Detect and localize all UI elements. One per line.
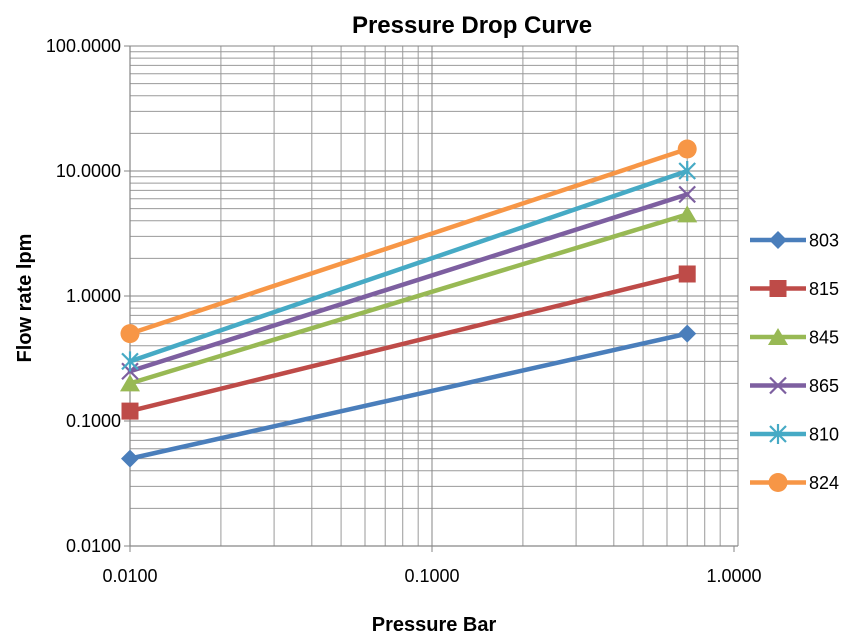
legend-label: 803 bbox=[809, 231, 839, 251]
series-line-810 bbox=[127, 168, 690, 364]
y-tick-label: 0.1000 bbox=[66, 411, 121, 431]
legend-label: 810 bbox=[809, 425, 839, 445]
data-point-845 bbox=[677, 205, 698, 223]
series-824 bbox=[120, 139, 697, 344]
series-810 bbox=[121, 161, 696, 372]
series-line-803 bbox=[127, 331, 690, 461]
legend-label: 845 bbox=[809, 328, 839, 348]
y-tick-label: 0.0100 bbox=[66, 536, 121, 556]
legend-marker-803 bbox=[769, 231, 787, 249]
y-tick-label: 10.0000 bbox=[56, 161, 121, 181]
y-tick-label: 1.0000 bbox=[66, 286, 121, 306]
legend-label: 815 bbox=[809, 279, 839, 299]
x-tick-labels: 0.0100 0.1000 1.0000 bbox=[102, 566, 761, 586]
legend: 803 815 845 865 810 824 bbox=[750, 231, 839, 493]
legend-item-824: 824 bbox=[750, 473, 839, 493]
legend-item-845: 845 bbox=[750, 328, 839, 348]
data-point-845 bbox=[120, 374, 140, 392]
data-point-815 bbox=[678, 265, 696, 283]
series-lines bbox=[120, 139, 698, 468]
y-tick-labels: 0.0100 0.1000 1.0000 10.0000 100.0000 bbox=[46, 36, 121, 556]
data-point-803 bbox=[121, 449, 139, 468]
legend-marker-865 bbox=[769, 376, 787, 395]
legend-item-803: 803 bbox=[750, 231, 839, 251]
data-point-803 bbox=[678, 324, 697, 343]
data-point-824 bbox=[677, 139, 697, 159]
legend-marker-815 bbox=[769, 280, 787, 297]
series-845 bbox=[120, 205, 698, 392]
legend-item-865: 865 bbox=[750, 376, 839, 396]
chart-title: Pressure Drop Curve bbox=[352, 12, 592, 39]
x-tick-label: 0.1000 bbox=[404, 566, 459, 586]
grid-lines bbox=[129, 46, 738, 547]
axes bbox=[124, 45, 739, 552]
x-tick-label: 1.0000 bbox=[706, 566, 761, 586]
x-axis-label: Pressure Bar bbox=[372, 614, 497, 636]
data-point-810 bbox=[121, 351, 139, 372]
series-815 bbox=[121, 265, 696, 420]
y-tick-label: 100.0000 bbox=[46, 36, 121, 56]
data-point-810 bbox=[678, 161, 696, 181]
series-803 bbox=[121, 324, 697, 468]
series-line-824 bbox=[127, 146, 690, 336]
legend-label: 865 bbox=[809, 376, 839, 396]
legend-marker-845 bbox=[768, 328, 788, 345]
legend-marker-824 bbox=[768, 473, 788, 492]
series-line-815 bbox=[127, 271, 690, 414]
series-line-845 bbox=[127, 212, 690, 386]
data-point-815 bbox=[121, 402, 139, 420]
y-axis-label: Flow rate lpm bbox=[14, 234, 36, 363]
data-point-865 bbox=[678, 185, 696, 204]
x-tick-label: 0.0100 bbox=[102, 566, 157, 586]
legend-item-815: 815 bbox=[750, 279, 839, 299]
legend-label: 824 bbox=[809, 473, 839, 493]
series-line-865 bbox=[127, 192, 690, 374]
data-point-824 bbox=[120, 324, 140, 344]
legend-item-810: 810 bbox=[750, 424, 839, 445]
legend-marker-810 bbox=[769, 424, 787, 444]
